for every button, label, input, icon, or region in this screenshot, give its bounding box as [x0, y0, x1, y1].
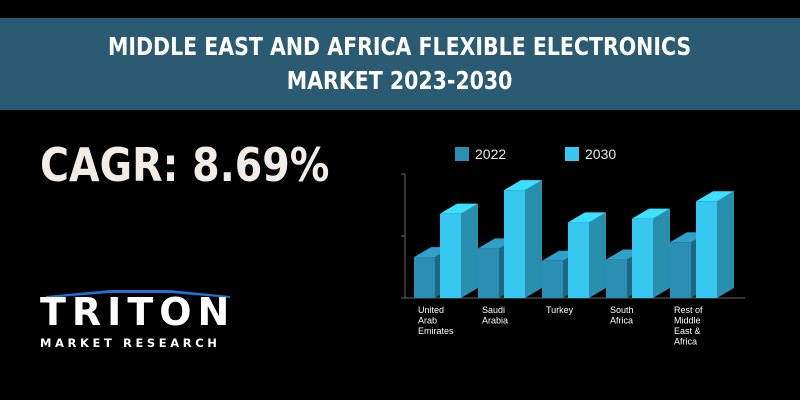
- bar-2030-1-front: [504, 190, 525, 298]
- x-tick-label-4: Rest of Middle East & Africa: [674, 305, 703, 347]
- bar-2022-4-front: [670, 242, 691, 298]
- bar-2030-2-front: [568, 222, 589, 298]
- bar-2022-2-front: [542, 260, 563, 298]
- chart-title-line-2: MARKET 2023-2030: [287, 66, 513, 95]
- x-tick-label-0: United Arab Emirates: [418, 305, 454, 336]
- bar-2030-1-top: [504, 180, 542, 191]
- cagr-value: CAGR: 8.69%: [40, 138, 330, 192]
- title-band: MIDDLE EAST AND AFRICA FLEXIBLE ELECTRON…: [0, 18, 800, 110]
- bar-2030-3-top: [632, 208, 670, 219]
- bar-2030-4-top: [696, 191, 734, 202]
- legend-item-2022: 2022: [455, 146, 565, 162]
- bar-chart: United Arab Emirates Saudi Arabia Turkey South…: [401, 173, 745, 347]
- bar-2022-0-front: [414, 257, 435, 298]
- bar-2030-2-top: [568, 212, 606, 223]
- x-tick-label-3: South Africa: [610, 305, 634, 326]
- legend-item-2030: 2030: [565, 146, 675, 162]
- x-tick-label-1-line-1: Arabia: [482, 316, 508, 326]
- bar-2030-0-top: [440, 203, 478, 214]
- triton-logo: TRITON MARKET RESEARCH: [40, 290, 240, 360]
- bar-2030-2-side: [589, 212, 606, 298]
- bar-2030-1-side: [525, 180, 542, 298]
- logo-arc-icon: [46, 290, 230, 298]
- bar-2030-3-front: [632, 218, 653, 298]
- x-tick-label-0-line-0: United: [418, 305, 444, 315]
- x-tick-label-2-line-0: Turkey: [546, 305, 574, 315]
- chart-title-line-1: MIDDLE EAST AND AFRICA FLEXIBLE ELECTRON…: [108, 32, 692, 61]
- x-tick-label-0-line-2: Emirates: [418, 326, 454, 336]
- legend-swatch-2022: [455, 147, 469, 161]
- bar-2030-4-side: [717, 191, 734, 298]
- x-tick-label-0-line-1: Arab: [418, 316, 437, 326]
- bar-2030-0-front: [440, 213, 461, 298]
- legend-swatch-2030: [565, 147, 579, 161]
- bar-2030-3-side: [653, 208, 670, 298]
- x-tick-label-4-line-2: East &: [674, 326, 701, 336]
- x-tick-label-3-line-0: South: [610, 305, 634, 315]
- x-tick-label-4-line-1: Middle: [674, 316, 701, 326]
- bar-2030-4-front: [696, 201, 717, 298]
- logo-subtitle: MARKET RESEARCH: [40, 336, 221, 350]
- x-tick-label-4-line-0: Rest of: [674, 305, 703, 315]
- x-tick-label-3-line-1: Africa: [610, 316, 633, 326]
- x-tick-label-4-line-3: Africa: [674, 337, 697, 347]
- legend-label-2022: 2022: [475, 146, 507, 162]
- legend-label-2030: 2030: [585, 146, 617, 162]
- logo-wordmark: TRITON: [40, 290, 236, 334]
- bar-2022-1-front: [478, 248, 499, 298]
- chart-legend: 2022 2030: [455, 146, 675, 162]
- bar-2030-0-side: [461, 203, 478, 298]
- x-tick-label-1: Saudi Arabia: [482, 305, 508, 326]
- bar-2022-3-front: [606, 259, 627, 298]
- x-tick-label-1-line-0: Saudi: [482, 305, 505, 315]
- x-tick-label-2: Turkey: [546, 305, 574, 315]
